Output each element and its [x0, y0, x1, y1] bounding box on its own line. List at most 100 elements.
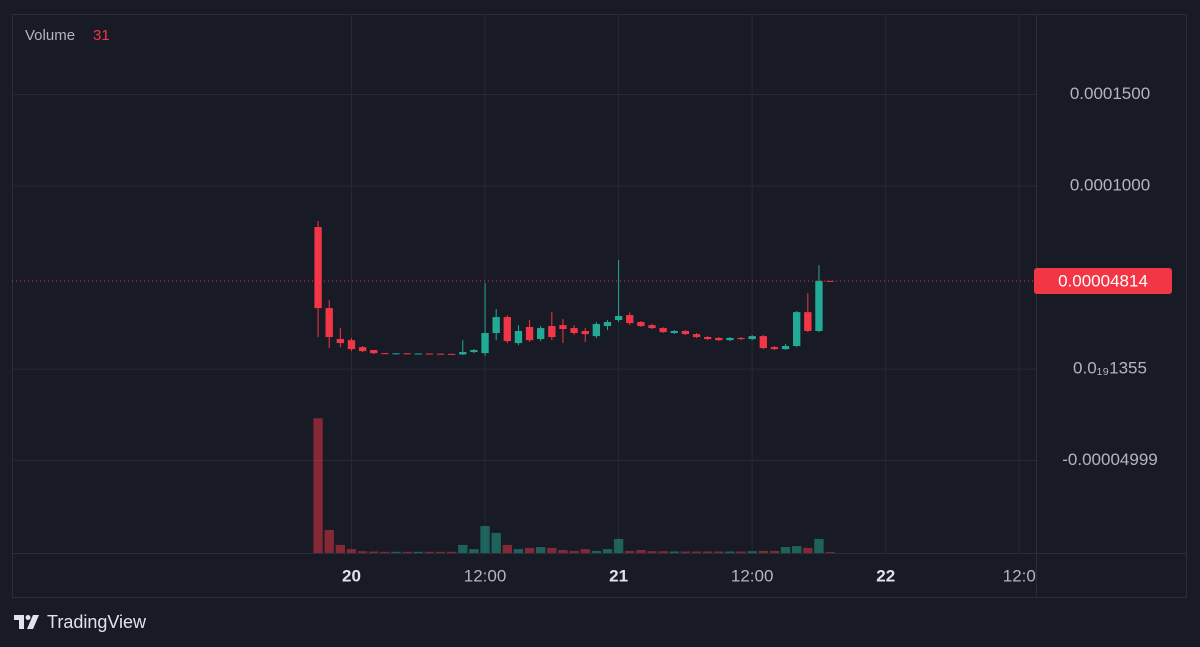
volume-bar [769, 550, 780, 553]
volume-label: Volume [25, 27, 75, 44]
candle-body [481, 333, 489, 354]
candle-body [503, 317, 511, 342]
candle-body [414, 353, 422, 355]
candle-body [804, 312, 812, 331]
volume-bar [513, 549, 524, 553]
price-label-box [1034, 267, 1172, 294]
candle-body [559, 325, 567, 329]
x-tick-label: 22 [876, 566, 895, 585]
candle-body [336, 339, 345, 344]
volume-bar [313, 418, 323, 553]
volume-bar [380, 551, 390, 553]
candle-body [492, 317, 500, 334]
candle-body [436, 353, 445, 355]
volume-bar [702, 551, 713, 553]
volume-bar [602, 549, 613, 553]
x-tick-label: 20 [342, 566, 361, 585]
candle-body [581, 330, 589, 335]
candle-body [681, 330, 690, 335]
volume-bar [803, 547, 813, 553]
candle-body [770, 347, 779, 350]
volume-bar [814, 538, 824, 553]
price-label: 0.00004814 [1058, 271, 1148, 290]
candle-body [737, 337, 745, 340]
y-tick-label: 0.0001000 [1070, 176, 1150, 195]
candle-body [403, 353, 411, 355]
x-tick-label: 12:00 [464, 566, 507, 585]
candle-body [781, 346, 790, 350]
candle-body [347, 340, 356, 350]
volume-bar [680, 551, 691, 553]
candle-body [548, 326, 556, 338]
volume-bar [613, 538, 624, 553]
candle-body [447, 353, 456, 355]
volume-bar [725, 551, 735, 553]
candle-body [793, 312, 801, 347]
volume-bar [346, 549, 357, 553]
candle-body [425, 353, 434, 355]
volume-bar [446, 551, 457, 553]
y-tick-label: 0.0₁₉1355 [1073, 359, 1147, 378]
candle-body [314, 227, 322, 309]
candle-body [603, 322, 612, 327]
volume-bar [480, 526, 490, 553]
volume-bar [569, 550, 579, 553]
volume-bar [658, 551, 668, 553]
candle-body [537, 328, 545, 340]
y-tick-label: 0.0001500 [1070, 84, 1150, 103]
volume-bar [357, 551, 368, 553]
candle-body [370, 350, 378, 354]
volume-bar [413, 551, 423, 553]
candle-body [570, 328, 578, 334]
candle-body [637, 322, 645, 327]
volume-bar [547, 547, 557, 553]
volume-bar [524, 547, 535, 553]
candle-body [358, 347, 367, 352]
volume-bar [469, 549, 479, 553]
volume-bar [636, 550, 646, 553]
candle-body [381, 353, 389, 355]
candle-body [392, 353, 400, 355]
volume-bar [491, 532, 501, 553]
volume-bar [669, 551, 679, 553]
brand-name: TradingView [47, 612, 147, 632]
volume-bar [335, 544, 346, 553]
volume-bar [714, 551, 724, 553]
candle-body [815, 280, 823, 331]
volume-bar [591, 550, 602, 553]
candle-body [614, 315, 623, 321]
candle-body [748, 336, 756, 340]
candle-body [470, 350, 478, 353]
volume-bar [647, 551, 657, 553]
candle-body [759, 336, 767, 349]
volume-bar [458, 544, 468, 553]
volume-bar [324, 529, 334, 553]
y-tick-label: -0.00004999 [1062, 450, 1157, 469]
volume-bar [558, 550, 568, 553]
volume-bar [747, 551, 757, 553]
candle-body [459, 352, 467, 355]
volume-bar [502, 544, 512, 553]
volume-bar [792, 546, 802, 553]
volume-bar [736, 551, 746, 553]
x-tick-label: 12:00 [731, 566, 774, 585]
volume-bar [536, 547, 546, 553]
candle-body [826, 280, 834, 282]
volume-bar [391, 551, 401, 553]
candle-body [692, 334, 701, 338]
volume-bar [402, 551, 412, 553]
candle-body [659, 328, 667, 333]
volume-bar [780, 547, 791, 553]
x-tick-label: 21 [609, 566, 628, 585]
x-tick-label: 12:0 [1003, 566, 1036, 585]
candle-body [726, 337, 734, 341]
volume-bar [580, 549, 590, 553]
volume-bar [435, 551, 446, 553]
candle-body [626, 315, 634, 324]
candle-body [703, 337, 712, 340]
volume-bar [369, 551, 379, 553]
frame [12, 14, 1187, 598]
candle-body [670, 330, 678, 334]
